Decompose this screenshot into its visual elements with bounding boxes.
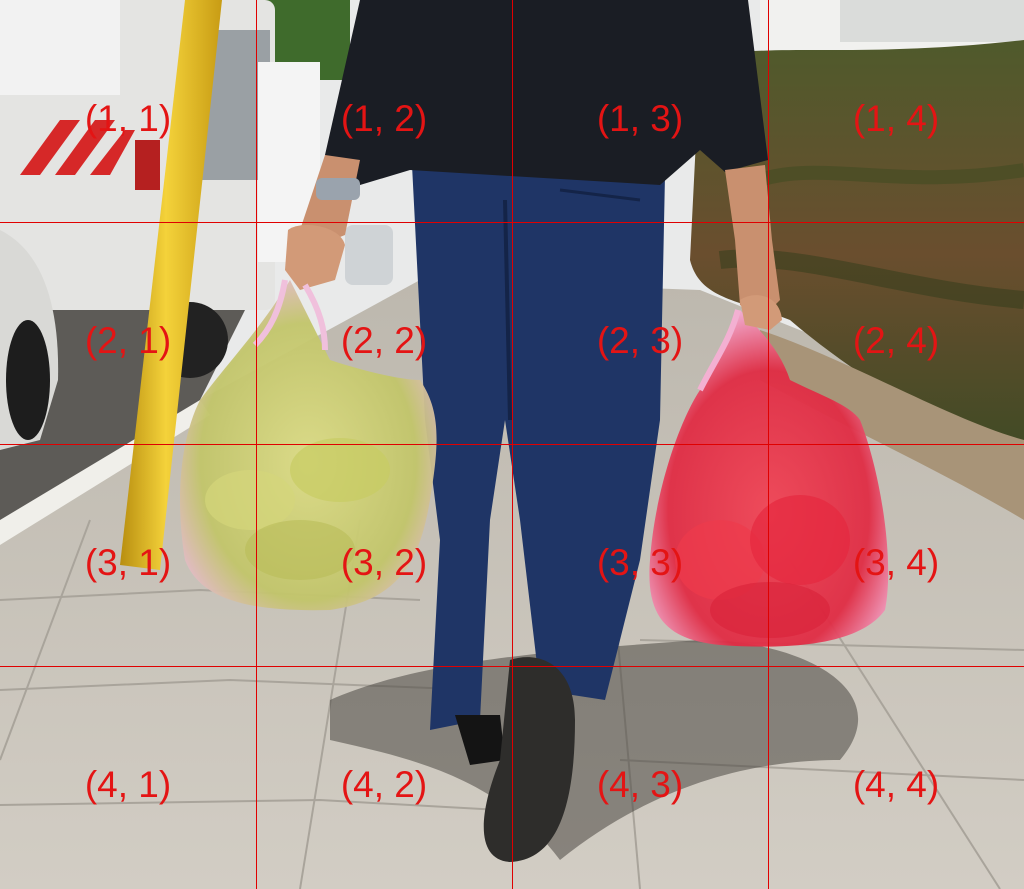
grid-cell-label: (3, 4): [852, 542, 940, 583]
balcony: [840, 0, 1024, 42]
bag-left: [180, 279, 437, 611]
grid-line-horizontal: [0, 444, 1024, 445]
grid-cell-label: (4, 2): [340, 764, 428, 805]
grid-cell-label: (1, 2): [340, 98, 428, 139]
right-shoe: [483, 657, 575, 862]
grid-line-horizontal: [0, 222, 1024, 223]
yellow-pole: [120, 0, 222, 570]
grid-cell-label: (4, 1): [84, 764, 172, 805]
grid-cell-label: (1, 1): [84, 98, 172, 139]
grid-cell-label: (2, 2): [340, 320, 428, 361]
sweater: [325, 0, 768, 185]
grid-cell-label: (1, 4): [852, 98, 940, 139]
left-shoe: [455, 715, 505, 765]
grid-cell-label: (2, 3): [596, 320, 684, 361]
distant-car: [345, 225, 393, 285]
grid-cell-label: (3, 3): [596, 542, 684, 583]
grid-cell-label: (1, 3): [596, 98, 684, 139]
grid-line-horizontal: [0, 666, 1024, 667]
grid-cell-label: (2, 4): [852, 320, 940, 361]
left-hand: [285, 225, 345, 290]
grid-cell-label: (4, 4): [852, 764, 940, 805]
grid-cell-label: (3, 2): [340, 542, 428, 583]
wristwatch: [316, 178, 360, 200]
right-forearm: [725, 165, 780, 320]
grid-cell-label: (4, 3): [596, 764, 684, 805]
trousers: [412, 165, 665, 730]
hedge: [690, 40, 1024, 520]
right-hand: [740, 295, 782, 330]
parked-car: [0, 230, 59, 450]
grid-cell-label: (2, 1): [84, 320, 172, 361]
grid-cell-label: (3, 1): [84, 542, 172, 583]
